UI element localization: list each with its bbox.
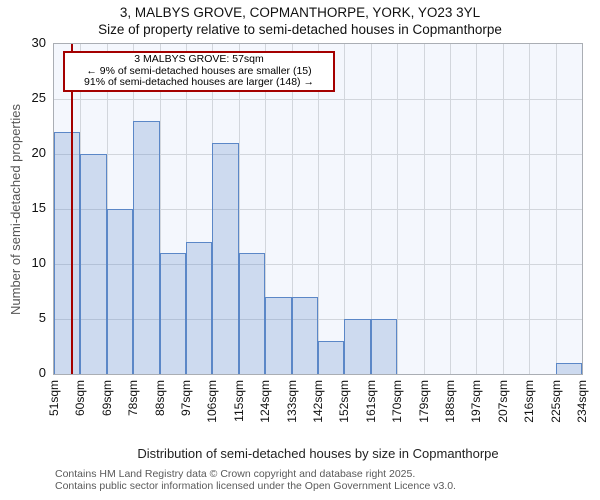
attribution-footer: Contains HM Land Registry data © Crown c… [55, 468, 456, 492]
histogram-bar [212, 143, 239, 374]
x-tick-label: 88sqm [152, 380, 167, 417]
y-tick-label: 5 [38, 310, 46, 325]
histogram-bar [159, 253, 186, 374]
x-tick-label: 69sqm [99, 380, 114, 417]
x-tick-label: 216sqm [522, 380, 537, 423]
x-tick-label: 78sqm [126, 380, 141, 417]
histogram-bar [555, 363, 582, 374]
x-gridline [159, 44, 161, 374]
histogram-bar [344, 319, 371, 374]
x-gridline [476, 44, 478, 374]
y-tick-label: 25 [31, 90, 46, 105]
histogram-bar [106, 209, 134, 374]
histogram-bar [370, 319, 398, 374]
x-gridline [265, 44, 267, 374]
x-gridline [555, 44, 557, 374]
histogram-bar [238, 253, 266, 374]
x-gridline [502, 44, 504, 374]
y-tick-label: 30 [31, 35, 46, 50]
x-gridline [318, 44, 319, 374]
histogram-bar [133, 121, 160, 374]
x-gridline [397, 44, 399, 374]
histogram-bar [318, 341, 345, 374]
x-tick-label: 60sqm [73, 380, 88, 417]
annotation-line-1: 3 MALBYS GROVE: 57sqm [134, 53, 264, 65]
x-gridline [370, 44, 372, 374]
histogram-bar [80, 154, 107, 374]
x-tick-label: 197sqm [469, 380, 484, 423]
histogram-bar [186, 242, 213, 374]
x-gridline [238, 44, 240, 374]
annotation-line-2: ← 9% of semi-detached houses are smaller… [86, 64, 312, 77]
x-gridline [450, 44, 451, 374]
property-size-marker-line [70, 44, 73, 374]
x-tick-label: 225sqm [548, 380, 563, 423]
x-tick-label: 106sqm [205, 380, 220, 423]
x-tick-label: 115sqm [231, 380, 246, 422]
attribution-line-1: Contains HM Land Registry data © Crown c… [55, 468, 416, 480]
y-tick-label: 10 [31, 255, 46, 270]
attribution-line-2: Contains public sector information licen… [55, 479, 456, 492]
chart-title: 3, MALBYS GROVE, COPMANTHORPE, YORK, YO2… [119, 5, 481, 20]
x-tick-label: 51sqm [47, 380, 61, 417]
histogram-bar [54, 132, 81, 374]
x-tick-label: 97sqm [179, 380, 193, 417]
histogram-bar [291, 297, 318, 374]
x-tick-label: 179sqm [416, 380, 431, 423]
annotation-line-3: 91% of semi-detached houses are larger (… [84, 76, 314, 88]
x-tick-label: 234sqm [575, 380, 589, 423]
x-gridline [344, 44, 346, 374]
x-tick-label: 142sqm [311, 380, 325, 423]
x-tick-label: 161sqm [363, 380, 378, 423]
x-tick-label: 207sqm [495, 380, 510, 423]
x-gridline [186, 44, 187, 374]
annotation-box: 3 MALBYS GROVE: 57sqm ← 9% of semi-detac… [63, 51, 335, 92]
x-gridline [291, 44, 293, 374]
y-tick-label: 20 [31, 145, 46, 160]
y-tick-label: 15 [31, 200, 46, 215]
chart-subtitle: Size of property relative to semi-detach… [98, 22, 502, 37]
y-tick-label: 0 [38, 365, 46, 380]
x-tick-label: 133sqm [284, 380, 299, 423]
x-tick-label: 152sqm [337, 380, 352, 423]
x-gridline [423, 44, 425, 374]
plot-area: 3 MALBYS GROVE: 57sqm ← 9% of semi-detac… [53, 43, 583, 375]
x-axis-title: Distribution of semi-detached houses by … [137, 446, 499, 461]
x-tick-label: 170sqm [390, 380, 405, 423]
histogram-bar [265, 297, 292, 374]
x-tick-label: 188sqm [443, 380, 457, 423]
x-tick-label: 124sqm [258, 380, 273, 423]
x-gridline [529, 44, 531, 374]
